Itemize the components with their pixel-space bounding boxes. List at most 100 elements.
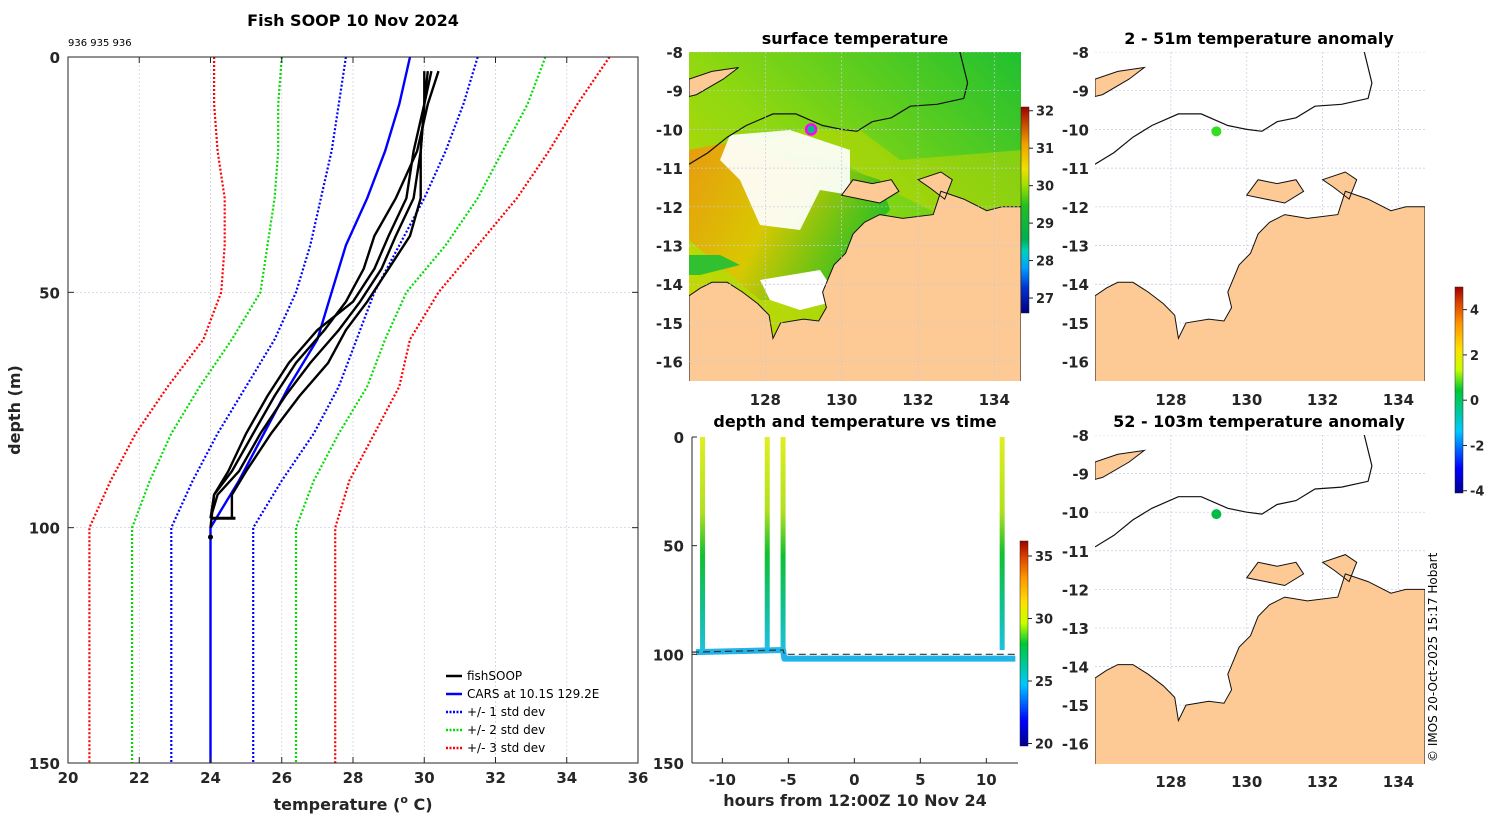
- profile-grid: [68, 57, 638, 763]
- lat-tick-label: -14: [656, 276, 683, 294]
- series-fishsoop-cast-3: [230, 70, 433, 519]
- profile-title: Fish SOOP 10 Nov 2024: [247, 11, 459, 30]
- anomaly-2-51-isobath-line: [1095, 52, 1373, 165]
- x-tick-label: -5: [780, 771, 797, 789]
- lat-tick-label: -10: [1062, 121, 1089, 139]
- profile-legend: fishSOOP CARS at 10.1S 129.2E +/- 1 std de…: [446, 669, 599, 755]
- y-tick-label: 150: [29, 755, 60, 773]
- legend-label: +/- 2 std dev: [467, 723, 545, 737]
- sst-missing-data: [720, 130, 850, 230]
- lat-tick-label: -11: [1062, 160, 1089, 178]
- profile-x-ticks: 20 22 24 26 28 30 32 34 36: [58, 57, 648, 787]
- lon-tick-label: 134: [1383, 773, 1414, 791]
- y-tick-label: 50: [663, 538, 684, 556]
- lon-tick-label: 128: [1155, 773, 1186, 791]
- y-tick-label: 100: [29, 520, 60, 538]
- depth-time-x-label: hours from 12:00Z 10 Nov 24: [723, 791, 986, 810]
- x-tick-label: 10: [976, 771, 997, 789]
- sst-cool-patch: [689, 255, 740, 275]
- x-tick-label: 30: [414, 769, 435, 787]
- colorbar-tick-label: 30: [1035, 613, 1053, 628]
- lon-tick-label: 128: [750, 391, 781, 409]
- anomaly-colorbar-ticks: -4 -2 0 2 4: [1463, 304, 1484, 500]
- cast-profile: [780, 437, 786, 653]
- sst-grid: [689, 52, 1021, 381]
- colorbar-tick-label: 27: [1036, 292, 1054, 307]
- depth-time-marks: [691, 437, 1018, 662]
- lat-tick-label: -16: [1062, 736, 1089, 754]
- series-cars-2-std: [294, 56, 547, 763]
- sst-missing-data-south: [760, 270, 840, 310]
- legend-label: CARS at 10.1S 129.2E: [467, 687, 599, 701]
- anomaly-map-52-103m: 52 - 103m temperature anomaly 128 130 132 1…: [1062, 286, 1484, 791]
- legend-label: fishSOOP: [467, 669, 522, 683]
- lon-tick-label: 132: [1307, 391, 1338, 409]
- seafloor-line: [691, 649, 1018, 655]
- sst-isobath-line: [689, 52, 969, 165]
- profile-annotation: 936 935 936: [68, 38, 132, 49]
- sst-title: surface temperature: [762, 29, 949, 48]
- lat-tick-label: -13: [1062, 238, 1089, 256]
- depth-time-colorbar: [1019, 540, 1029, 747]
- anomaly-52-103-isobath-line: [1095, 435, 1373, 548]
- profile-y-ticks: 0 50 100 150: [29, 49, 638, 773]
- lat-tick-label: -8: [1072, 44, 1089, 62]
- x-tick-label: 26: [271, 769, 292, 787]
- series-cars-3-std: [88, 57, 226, 763]
- x-tick-label: -10: [709, 771, 736, 789]
- x-tick-label: 22: [129, 769, 150, 787]
- depth-time-colorbar-ticks: 20 25 30 35: [1028, 550, 1053, 753]
- x-tick-label: 5: [915, 771, 925, 789]
- anomaly-2-51-marker: [1211, 126, 1222, 137]
- anomaly-2-51-title: 2 - 51m temperature anomaly: [1124, 29, 1394, 48]
- colorbar-tick-label: 28: [1036, 255, 1054, 270]
- anomaly-52-103-marker: [1211, 509, 1222, 520]
- lon-tick-label: 134: [979, 391, 1010, 409]
- y-tick-label: 0: [674, 429, 684, 447]
- lat-tick-label: -8: [666, 44, 683, 62]
- anomaly-2-51-land: [1095, 171, 1425, 381]
- lon-tick-label: 132: [1307, 773, 1338, 791]
- cast-profile: [999, 437, 1005, 650]
- series-fishsoop-cast-2: [209, 70, 440, 519]
- series-fishsoop-cast-4: [209, 71, 426, 528]
- legend-label: +/- 3 std dev: [467, 741, 545, 755]
- series-cars-1-std: [170, 56, 347, 763]
- lon-tick-label: 128: [1155, 391, 1186, 409]
- anomaly-52-103-title: 52 - 103m temperature anomaly: [1113, 412, 1405, 431]
- x-tick-label: 34: [556, 769, 577, 787]
- colorbar-tick-label: 32: [1036, 105, 1054, 120]
- lon-tick-label: 134: [1383, 391, 1414, 409]
- lon-tick-label: 132: [902, 391, 933, 409]
- lat-tick-label: -14: [1062, 659, 1089, 677]
- sst-colorbar-ticks: 27 28 29 30 31 32: [1029, 105, 1054, 307]
- colorbar-tick-label: 31: [1036, 142, 1054, 157]
- series-cars-3-std: [334, 56, 611, 763]
- anomaly-colorbar: [1454, 286, 1464, 494]
- colorbar-tick-label: 29: [1036, 217, 1054, 232]
- lat-tick-label: -14: [1062, 276, 1089, 294]
- sst-location-marker: [804, 123, 818, 136]
- anomaly-52-103-timor-island: [1095, 449, 1147, 480]
- anomaly-map-2-51m: 2 - 51m temperature anomaly 128 130 132 134…: [1062, 29, 1425, 409]
- anomaly-2-51-timor-island: [1095, 66, 1147, 98]
- lat-tick-label: -9: [666, 83, 683, 101]
- x-tick-label: 20: [58, 769, 79, 787]
- lat-tick-label: -11: [1062, 543, 1089, 561]
- sst-timor-island: [689, 67, 739, 98]
- y-tick-label: 150: [653, 755, 684, 773]
- colorbar-tick-label: 20: [1035, 738, 1053, 753]
- lat-tick-label: -15: [1062, 315, 1089, 333]
- lat-tick-label: -15: [1062, 697, 1089, 715]
- lat-tick-label: -8: [1072, 427, 1089, 445]
- lat-tick-label: -9: [1072, 83, 1089, 101]
- profile-series: [88, 56, 611, 763]
- profile-y-label: depth (m): [5, 365, 24, 455]
- y-tick-label: 50: [39, 284, 60, 302]
- colorbar-tick-label: 35: [1035, 550, 1053, 565]
- anomaly-52-103-land: [1095, 554, 1425, 764]
- lat-tick-label: -12: [1062, 581, 1089, 599]
- lat-tick-label: -12: [1062, 199, 1089, 217]
